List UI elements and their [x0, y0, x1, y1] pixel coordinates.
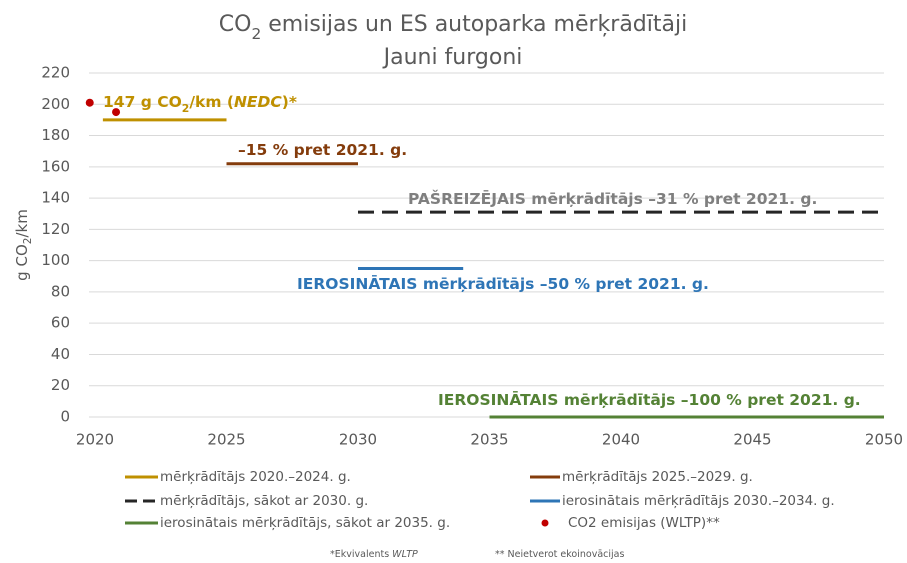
legend-label: mērķrādītājs 2020.–2024. g.: [160, 469, 351, 485]
legend-label: ierosinātais mērķrādītājs, sākot ar 2035…: [160, 515, 450, 531]
annotation: –15 % pret 2021. g.: [238, 141, 407, 159]
y-tick-label: 120: [41, 220, 70, 238]
text-part: 2: [22, 238, 34, 245]
text-part: *Ekvivalents: [330, 549, 392, 560]
legend-label: ierosinātais mērķrādītājs 2030.–2034. g.: [562, 493, 835, 509]
text-part: PAŠREIZĒJAIS mērķrādītājs –31 % pret 202…: [408, 188, 817, 208]
chart-title: CO2 emisijas un ES autoparka mērķrādītāj…: [219, 12, 687, 43]
footnote: ** Neietverot ekoinovācijas: [495, 549, 624, 560]
chart-subtitle: Jauni furgoni: [382, 45, 523, 70]
text-part: 2: [251, 25, 261, 43]
y-tick-label: 180: [41, 126, 70, 144]
text-part: ** Neietverot ekoinovācijas: [495, 549, 624, 560]
y-tick-label: 220: [41, 64, 70, 82]
y-tick-label: 60: [51, 314, 70, 332]
y-tick-label: 20: [51, 376, 70, 394]
legend-label: CO2 emisijas (WLTP)**: [568, 515, 720, 531]
y-tick-label: 80: [51, 282, 70, 300]
x-tick-label: 2050: [865, 431, 903, 449]
text-part: WLTP: [392, 549, 418, 560]
y-tick-label: 100: [41, 251, 70, 269]
x-tick-label: 2040: [602, 431, 640, 449]
text-part: NEDC: [234, 93, 282, 111]
x-tick-label: 2020: [76, 431, 114, 449]
x-tick-label: 2045: [733, 431, 771, 449]
x-tick-label: 2030: [339, 431, 377, 449]
annotation: IEROSINĀTAIS mērķrādītājs –50 % pret 202…: [297, 273, 709, 293]
text-part: 2: [182, 102, 190, 115]
y-tick-label: 40: [51, 345, 70, 363]
y-axis-label: g CO2/km: [13, 209, 35, 281]
y-tick-label: 200: [41, 95, 70, 113]
x-tick-label: 2035: [470, 431, 508, 449]
y-tick-label: 0: [60, 408, 70, 426]
y-tick-label: 140: [41, 189, 70, 207]
legend-marker: [541, 519, 549, 527]
annotation: IEROSINĀTAIS mērķrādītājs –100 % pret 20…: [438, 389, 861, 409]
text-part: /km (: [189, 93, 234, 111]
legend-label: mērķrādītājs, sākot ar 2030. g.: [160, 493, 368, 509]
text-part: /km: [13, 209, 31, 237]
text-part: IEROSINĀTAIS mērķrādītājs –50 % pret 202…: [297, 273, 709, 293]
annotation: PAŠREIZĒJAIS mērķrādītājs –31 % pret 202…: [408, 188, 817, 208]
data-point: [112, 108, 121, 117]
y-tick-label: 160: [41, 157, 70, 175]
annotation: 147 g CO2/km (NEDC)*: [103, 93, 297, 115]
text-part: g CO: [13, 244, 31, 281]
text-part: IEROSINĀTAIS mērķrādītājs –100 % pret 20…: [438, 389, 861, 409]
footnote: *Ekvivalents WLTP: [330, 549, 418, 560]
text-part: emisijas un ES autoparka mērķrādītāji: [261, 12, 687, 37]
text-part: 147 g CO: [103, 93, 182, 111]
text-part: CO: [219, 12, 252, 37]
text-part: –15 % pret 2021. g.: [238, 141, 407, 159]
legend-label: mērķrādītājs 2025.–2029. g.: [562, 469, 753, 485]
x-tick-label: 2025: [207, 431, 245, 449]
text-part: )*: [282, 93, 297, 111]
data-point: [85, 98, 94, 107]
